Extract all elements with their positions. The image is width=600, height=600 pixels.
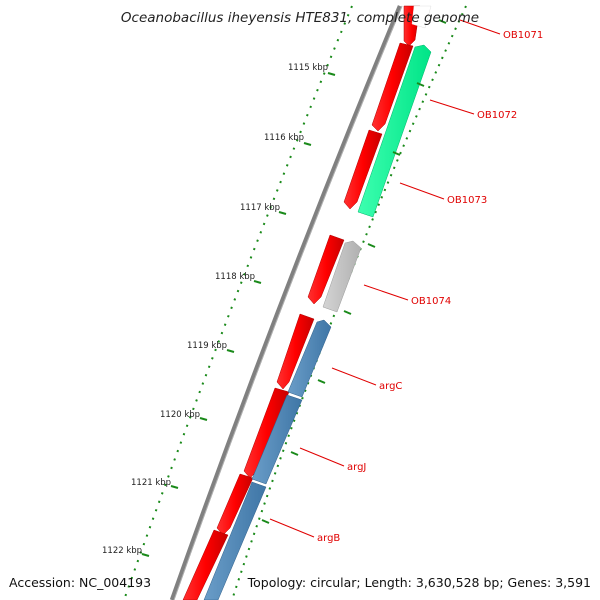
gene-label-ob1073[interactable]: OB1073 bbox=[447, 195, 487, 206]
gene-label-argc[interactable]: argC bbox=[379, 381, 402, 392]
gene-reverse-argc[interactable] bbox=[287, 319, 332, 398]
gene-forward-8[interactable] bbox=[182, 529, 229, 600]
kbp-label-1116: 1116 kbp bbox=[264, 133, 304, 143]
gene-reverse-ob1072-ob1073[interactable] bbox=[357, 44, 432, 218]
gene-reverse-argb[interactable] bbox=[203, 481, 267, 600]
kbp-axis: 1115 kbp 1116 kbp 1117 kbp 1118 kbp 1119… bbox=[102, 63, 336, 557]
gene-leaders bbox=[269, 19, 501, 538]
map-title: Oceanobacillus iheyensis HTE831, complet… bbox=[120, 10, 480, 26]
gene-forward-5[interactable] bbox=[276, 313, 315, 390]
gene-forward-4[interactable] bbox=[307, 234, 345, 305]
kbp-label-1122: 1122 kbp bbox=[102, 546, 142, 556]
gene-forward-6[interactable] bbox=[243, 387, 290, 479]
genome-backbone bbox=[169, 5, 403, 600]
gene-label-argj[interactable]: argJ bbox=[347, 462, 366, 473]
gene-label-ob1071[interactable]: OB1071 bbox=[503, 30, 543, 41]
gene-reverse-ob1074[interactable] bbox=[322, 240, 362, 313]
kbp-label-1121: 1121 kbp bbox=[131, 478, 171, 488]
gene-reverse-argj[interactable] bbox=[251, 394, 303, 485]
gene-label-ob1072[interactable]: OB1072 bbox=[477, 110, 517, 121]
kbp-label-1119: 1119 kbp bbox=[187, 341, 227, 351]
kbp-label-1120: 1120 kbp bbox=[160, 410, 200, 420]
kbp-label-1115: 1115 kbp bbox=[288, 63, 328, 73]
kbp-label-1118: 1118 kbp bbox=[215, 272, 255, 282]
gene-forward-2[interactable] bbox=[371, 42, 414, 132]
gene-forward-7[interactable] bbox=[216, 473, 254, 536]
genome-summary-text: Topology: circular; Length: 3,630,528 bp… bbox=[247, 575, 591, 590]
inner-tick-marks bbox=[261, 19, 447, 524]
gene-label-argb[interactable]: argB bbox=[317, 533, 340, 544]
kbp-label-1117: 1117 kbp bbox=[240, 203, 280, 213]
accession-text: Accession: NC_004193 bbox=[9, 575, 152, 590]
gene-forward-3[interactable] bbox=[343, 129, 383, 210]
gene-label-ob1074[interactable]: OB1074 bbox=[411, 296, 451, 307]
gene-reverse-ob1071[interactable] bbox=[411, 5, 432, 29]
